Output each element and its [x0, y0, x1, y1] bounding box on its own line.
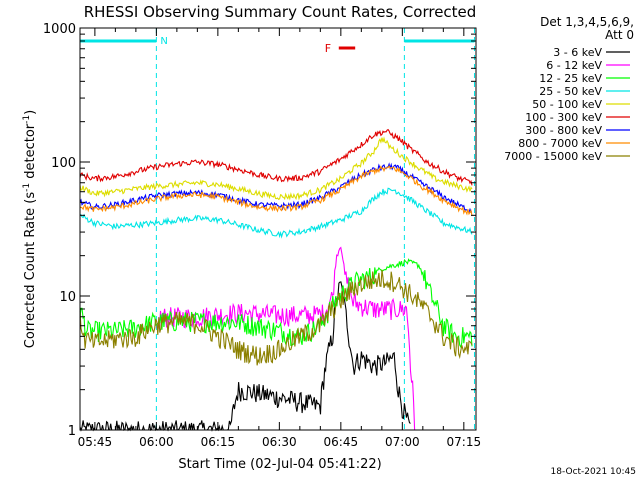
y-axis-label-sup2: -1 [22, 115, 32, 124]
legend-label-2: 12 - 25 keV [539, 72, 602, 85]
x-tick-label-6: 07:15 [447, 435, 482, 449]
legend-label-8: 7000 - 15000 keV [504, 150, 602, 163]
series-line-7 [79, 165, 473, 216]
timestamp: 18-Oct-2021 10:45 [551, 467, 636, 477]
legend-label-5: 100 - 300 keV [525, 111, 602, 124]
y-tick-label-0: 1 [68, 424, 76, 439]
legend-label-3: 25 - 50 keV [539, 85, 602, 98]
x-tick-label-5: 07:00 [385, 435, 420, 449]
night-label: N [160, 36, 167, 47]
y-axis-label-end: ) [23, 110, 38, 115]
y-tick-label-3: 1000 [43, 22, 76, 37]
legend-label-6: 300 - 800 keV [525, 124, 602, 137]
legend-label-4: 50 - 100 keV [532, 98, 602, 111]
y-axis-label-mid: detector [23, 123, 38, 183]
legend-header-line2: Att 0 [605, 28, 634, 42]
series-line-8 [79, 269, 473, 366]
chart-title: RHESSI Observing Summary Count Rates, Co… [84, 3, 477, 21]
annotation-layer: NF [80, 28, 475, 430]
x-tick-label-1: 06:00 [139, 435, 174, 449]
x-tick-label-2: 06:15 [201, 435, 236, 449]
legend-label-0: 3 - 6 keV [553, 46, 602, 59]
plot-frame [79, 27, 477, 431]
x-tick-label-0: 05:45 [78, 435, 113, 449]
series-line-1 [156, 246, 416, 431]
series-line-4 [79, 136, 473, 201]
legend-label-1: 6 - 12 keV [546, 59, 602, 72]
legend-header-line1: Det 1,3,4,5,6,9, [540, 15, 634, 29]
series-line-5 [79, 128, 473, 186]
series-line-3 [79, 187, 473, 239]
legend-label-7: 800 - 7000 keV [518, 137, 602, 150]
y-axis-label-main: Corrected Count Rate (s [23, 192, 38, 349]
y-axis-label-sup1: -1 [22, 183, 32, 192]
x-tick-label-4: 06:45 [324, 435, 359, 449]
series-line-6 [79, 162, 473, 214]
y-tick-label-2: 100 [51, 156, 76, 171]
series-layer [79, 128, 473, 432]
series-line-2 [79, 258, 473, 349]
x-tick-label-3: 06:30 [262, 435, 297, 449]
y-axis-label: Corrected Count Rate (s-1 detector-1) [22, 110, 38, 348]
flare-label: F [325, 42, 331, 55]
y-tick-label-1: 10 [59, 290, 76, 305]
x-axis-label: Start Time (02-Jul-04 05:41:22) [178, 457, 381, 472]
axis-ticks: 05:45 06:00 06:15 06:30 06:45 07:00 07:15 1 10 10… [43, 22, 481, 449]
